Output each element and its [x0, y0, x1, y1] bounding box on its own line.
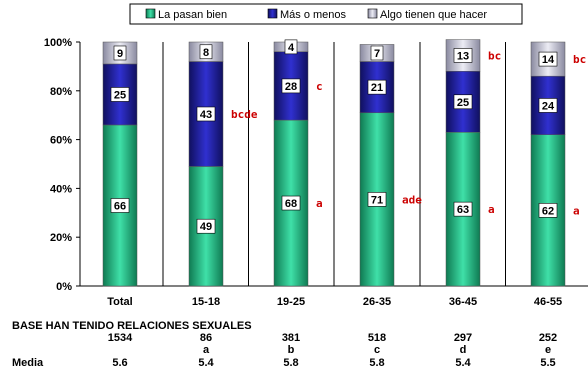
legend-swatch-mas-o-menos [267, 8, 278, 19]
data-label-la-pasan-bien-26-35: 71 [371, 194, 383, 206]
base-value: 1534 [108, 332, 133, 344]
group-letter: b [288, 344, 295, 356]
data-label-box [281, 78, 301, 94]
media-value: 5.5 [540, 357, 555, 369]
data-label-mas-o-menos-46-55: 24 [542, 100, 555, 112]
legend-swatch-algo-tienen-que-hacer [367, 8, 378, 19]
media-value: 5.6 [112, 357, 127, 369]
x-tick-label-46-55: 46-55 [534, 296, 562, 308]
data-label-algo-tienen-que-hacer-19-25: 4 [288, 42, 295, 54]
y-axis: 0% 20% 40% 60% 80% 100% [44, 37, 588, 293]
y-tick-label: 40% [50, 183, 72, 195]
significance-annotation: a [488, 203, 495, 216]
legend-label-la-pasan-bien: La pasan bien [158, 9, 227, 21]
significance-annotation: a [573, 204, 580, 217]
data-label-box [538, 203, 558, 218]
data-label-la-pasan-bien-total: 66 [114, 200, 126, 212]
base-value: 252 [539, 332, 557, 344]
data-label-algo-tienen-que-hacer-36-45: 13 [457, 50, 469, 62]
data-label-la-pasan-bien-46-55: 62 [542, 205, 554, 217]
data-label-la-pasan-bien-36-45: 63 [457, 204, 469, 216]
data-label-box [284, 39, 298, 55]
group-letter: c [374, 344, 380, 356]
base-value: 518 [368, 332, 386, 344]
data-label-mas-o-menos-total: 25 [114, 89, 126, 101]
legend-label-mas-o-menos: Más o menos [280, 9, 347, 21]
bar-mas-o-menos-46-55 [530, 75, 566, 135]
data-label-algo-tienen-que-hacer-46-55: 14 [542, 54, 555, 66]
x-tick-label-total: Total [107, 296, 132, 308]
data-label-box [453, 201, 473, 217]
significance-annotation: a [316, 197, 323, 210]
base-value: 381 [282, 332, 300, 344]
data-label-algo-tienen-que-hacer-total: 9 [117, 48, 123, 60]
legend-swatch-la-pasan-bien [145, 8, 156, 19]
x-tick-label-26-35: 26-35 [363, 296, 391, 308]
significance-annotation: bc [488, 49, 501, 62]
data-label-box [199, 44, 213, 60]
legend-label-algo-tienen-que-hacer: Algo tienen que hacer [380, 9, 487, 21]
media-value: 5.8 [369, 357, 384, 369]
y-tick-label: 60% [50, 135, 72, 147]
bars: 66 25 9 Total 49 43 8 15-18 68 28 4 19-25 71 21 7 26-35… [102, 39, 586, 308]
data-label-box [113, 45, 127, 61]
group-letter: e [545, 344, 551, 356]
footer: BASE HAN TENIDO RELACIONES SEXUALES Medi… [12, 320, 557, 369]
group-letter: d [460, 344, 467, 356]
data-label-box [110, 198, 130, 213]
data-label-box [110, 87, 130, 102]
y-tick-label: 20% [50, 232, 72, 244]
y-tick-label: 100% [44, 37, 72, 49]
media-label: Media [12, 357, 44, 369]
data-label-mas-o-menos-36-45: 25 [457, 97, 469, 109]
data-label-box [281, 195, 301, 211]
data-label-box [370, 45, 384, 61]
significance-annotation: bcde [231, 108, 258, 121]
significance-annotation: bc [573, 53, 586, 66]
base-value: 86 [200, 332, 212, 344]
x-tick-label-36-45: 36-45 [449, 296, 477, 308]
group-letter: a [203, 344, 210, 356]
data-label-la-pasan-bien-19-25: 68 [285, 198, 297, 210]
data-label-la-pasan-bien-15-18: 49 [200, 221, 212, 233]
data-label-mas-o-menos-26-35: 21 [371, 82, 383, 94]
data-label-box [367, 79, 387, 95]
data-label-box [538, 98, 558, 113]
data-label-box [367, 192, 387, 207]
x-tick-label-19-25: 19-25 [277, 296, 305, 308]
y-tick-label: 0% [56, 281, 72, 293]
base-label: BASE HAN TENIDO RELACIONES SEXUALES [12, 320, 252, 332]
y-tick-label: 80% [50, 86, 72, 98]
media-value: 5.4 [455, 357, 471, 369]
media-value: 5.4 [198, 357, 214, 369]
significance-annotation: ade [402, 193, 422, 206]
bar-algo-tienen-que-hacer-46-55 [530, 41, 566, 77]
data-label-box [196, 218, 216, 234]
data-label-algo-tienen-que-hacer-15-18: 8 [203, 47, 209, 59]
data-label-box [538, 51, 558, 67]
data-label-mas-o-menos-19-25: 28 [285, 81, 297, 93]
data-label-box [196, 106, 216, 122]
legend-box [129, 3, 523, 25]
data-label-mas-o-menos-15-18: 43 [200, 109, 212, 121]
base-value: 297 [454, 332, 472, 344]
x-tick-label-15-18: 15-18 [192, 296, 220, 308]
media-value: 5.8 [283, 357, 298, 369]
data-label-box [453, 48, 473, 63]
data-label-box [453, 94, 473, 110]
legend: La pasan bien Más o menos Algo tienen qu… [129, 3, 523, 25]
significance-annotation: c [316, 80, 323, 93]
data-label-algo-tienen-que-hacer-26-35: 7 [374, 48, 380, 60]
